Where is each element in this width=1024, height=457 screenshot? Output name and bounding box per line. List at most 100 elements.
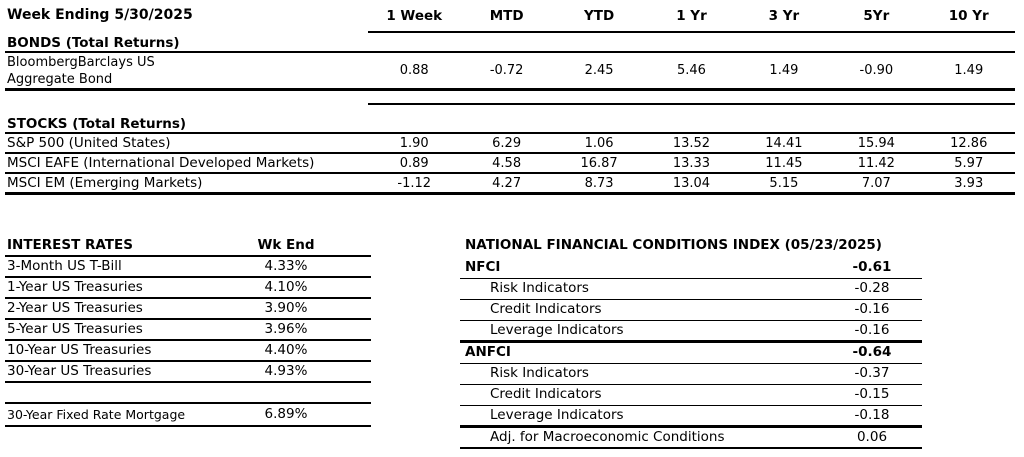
column-header-10-yr: 10 Yr: [948, 8, 989, 24]
rate-value: 6.89%: [264, 406, 308, 422]
nfci-value: -0.16: [854, 322, 890, 338]
bonds-section-title: BONDS (Total Returns): [7, 35, 180, 51]
nfci-value: -0.15: [854, 386, 890, 402]
stock-row-values: 0.89 4.58 16.87 13.33 11.45 11.42 5.97: [368, 154, 1015, 172]
adj-macroeconomic-conditions-row: Adj. for Macroeconomic Conditions 0.06: [460, 428, 922, 449]
rate-label: 10-Year US Treasuries: [7, 342, 152, 358]
nfci-label: NFCI: [465, 259, 501, 275]
interest-rates-header-row: INTEREST RATES Wk End: [5, 236, 371, 257]
value-cell: 1.06: [584, 136, 614, 151]
value-cell: 8.73: [584, 176, 614, 191]
bonds-row-label: BloombergBarclays US Aggregate Bond: [5, 53, 368, 88]
rate-row-10-year-treasuries: 10-Year US Treasuries 4.40%: [5, 341, 371, 362]
returns-header-row: Week Ending 5/30/2025 1 Week MTD YTD 1 Y…: [5, 0, 1015, 33]
interest-rates-title: INTEREST RATES: [7, 237, 133, 253]
value-cell: 13.52: [672, 136, 711, 151]
msci-em-row: MSCI EM (Emerging Markets) -1.12 4.27 8.…: [5, 174, 1015, 195]
nfci-value: -0.64: [852, 344, 892, 360]
column-header-1-yr: 1 Yr: [676, 8, 707, 24]
nfci-value: -0.37: [854, 365, 890, 381]
nfci-title: NATIONAL FINANCIAL CONDITIONS INDEX (05/…: [465, 237, 882, 253]
value-cell: 2.45: [584, 63, 614, 78]
returns-table: Week Ending 5/30/2025 1 Week MTD YTD 1 Y…: [5, 0, 1015, 195]
nfci-label: Leverage Indicators: [490, 407, 624, 423]
value-cell: 1.49: [769, 63, 799, 78]
value-cell: 6.29: [492, 136, 522, 151]
msci-eafe-row: MSCI EAFE (International Developed Marke…: [5, 154, 1015, 174]
value-cell: -1.12: [397, 176, 432, 191]
stock-row-label: MSCI EAFE (International Developed Marke…: [7, 155, 315, 171]
bonds-section-header: BONDS (Total Returns): [5, 33, 1015, 53]
value-cell: -0.90: [859, 63, 894, 78]
rate-label: 5-Year US Treasuries: [7, 321, 143, 337]
nfci-row: NFCI -0.61: [460, 258, 922, 279]
nfci-label: Leverage Indicators: [490, 322, 624, 338]
anfci-row: ANFCI -0.64: [460, 343, 922, 364]
week-ending-label: Week Ending 5/30/2025: [7, 7, 193, 23]
bonds-row-label-line2: Aggregate Bond: [7, 71, 113, 87]
nfci-label: Risk Indicators: [490, 365, 589, 381]
wk-end-column-header: Wk End: [257, 237, 315, 253]
anfci-credit-indicators-row: Credit Indicators -0.15: [460, 385, 922, 406]
value-cell: 1.90: [399, 136, 429, 151]
nfci-value: 0.06: [856, 429, 888, 445]
stocks-section-header-spacer: [368, 105, 1015, 132]
column-header-1-week: 1 Week: [386, 8, 443, 24]
bonds-row-label-line1: BloombergBarclays US: [7, 55, 155, 70]
rate-label: 3-Month US T-Bill: [7, 258, 122, 274]
bonds-section-header-spacer: [368, 33, 1015, 51]
rate-row-2-year-treasuries: 2-Year US Treasuries 3.90%: [5, 299, 371, 320]
rate-label: 30-Year US Treasuries: [7, 363, 152, 379]
rate-value: 4.93%: [264, 363, 308, 379]
value-cell: 5.97: [954, 156, 984, 171]
rate-value: 3.90%: [264, 300, 308, 316]
anfci-risk-indicators-row: Risk Indicators -0.37: [460, 364, 922, 385]
spacer-rule: [368, 91, 1015, 105]
rate-label: 2-Year US Treasuries: [7, 300, 143, 316]
value-cell: 0.89: [399, 156, 429, 171]
value-cell: 3.93: [954, 176, 984, 191]
stock-row-label: S&P 500 (United States): [7, 135, 171, 151]
nfci-value: -0.18: [854, 407, 890, 423]
nfci-value: -0.16: [854, 301, 890, 317]
nfci-leverage-indicators-row: Leverage Indicators -0.16: [460, 321, 922, 343]
stock-row-values: 1.90 6.29 1.06 13.52 14.41 15.94 12.86: [368, 134, 1015, 152]
rate-row-1-year-treasuries: 1-Year US Treasuries 4.10%: [5, 278, 371, 299]
rate-row-30-year-treasuries: 30-Year US Treasuries 4.93%: [5, 362, 371, 383]
nfci-label: ANFCI: [465, 344, 511, 360]
value-cell: 13.04: [672, 176, 711, 191]
value-cell: 5.15: [769, 176, 799, 191]
value-cell: 11.42: [857, 156, 895, 171]
value-cell: 1.49: [954, 63, 984, 78]
value-cell: 15.94: [857, 136, 895, 151]
value-cell: 4.27: [492, 176, 522, 191]
value-cell: 4.58: [492, 156, 522, 171]
rate-value: 3.96%: [264, 321, 308, 337]
sp500-row: S&P 500 (United States) 1.90 6.29 1.06 1…: [5, 134, 1015, 154]
anfci-leverage-indicators-row: Leverage Indicators -0.18: [460, 406, 922, 428]
rate-label: 30-Year Fixed Rate Mortgage: [7, 407, 186, 422]
stocks-section-header: STOCKS (Total Returns): [5, 105, 1015, 134]
rate-label: 1-Year US Treasuries: [7, 279, 143, 295]
column-header-3-yr: 3 Yr: [768, 8, 800, 24]
rate-value: 4.10%: [264, 279, 308, 295]
rate-value: 4.40%: [264, 342, 308, 358]
nfci-value: -0.28: [854, 280, 890, 296]
nfci-value: -0.61: [852, 259, 892, 275]
nfci-label: Credit Indicators: [490, 301, 602, 317]
column-header-ytd: YTD: [583, 8, 615, 24]
interest-rates-table: INTEREST RATES Wk End 3-Month US T-Bill …: [5, 236, 371, 427]
returns-spacer-row: [5, 91, 1015, 105]
value-cell: -0.72: [489, 63, 524, 78]
column-header-5-yr: 5Yr: [863, 8, 890, 24]
value-cell: 16.87: [580, 156, 618, 171]
value-cell: 12.86: [950, 136, 988, 151]
rate-row-5-year-treasuries: 5-Year US Treasuries 3.96%: [5, 320, 371, 341]
value-cell: 14.41: [765, 136, 803, 151]
stock-row-values: -1.12 4.27 8.73 13.04 5.15 7.07 3.93: [368, 174, 1015, 192]
column-header-mtd: MTD: [489, 8, 524, 24]
returns-column-headers: 1 Week MTD YTD 1 Yr 3 Yr 5Yr 10 Yr: [368, 0, 1015, 33]
nfci-risk-indicators-row: Risk Indicators -0.28: [460, 279, 922, 300]
nfci-label: Credit Indicators: [490, 386, 602, 402]
